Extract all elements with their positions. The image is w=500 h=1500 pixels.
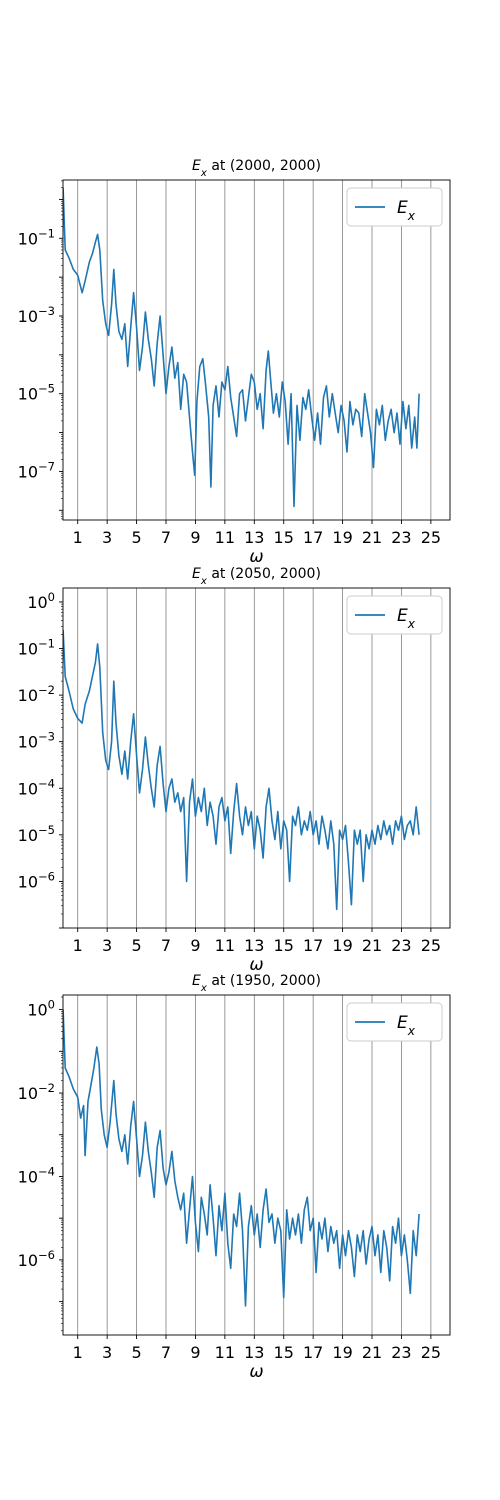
x-tick-label: 25 <box>421 936 441 955</box>
legend-box <box>346 595 443 635</box>
x-axis-label: ω <box>249 955 263 975</box>
x-tick-label: 7 <box>161 528 171 547</box>
x-tick-label: 11 <box>215 936 235 955</box>
x-tick-label: 5 <box>131 1343 141 1362</box>
x-tick-label: 17 <box>303 936 323 955</box>
x-tick-label: 1 <box>73 528 83 547</box>
x-tick-label: 21 <box>362 1343 382 1362</box>
y-tick-label: 10−3 <box>18 730 55 752</box>
series-line-ex <box>63 629 420 911</box>
x-axis-label: ω <box>249 547 263 567</box>
x-tick-label: 23 <box>391 1343 411 1362</box>
y-tick-label: 10−1 <box>18 226 55 248</box>
x-tick-label: 17 <box>303 528 323 547</box>
series-line-ex <box>63 187 420 508</box>
x-tick-label: 7 <box>161 936 171 955</box>
y-tick-label: 10−5 <box>18 382 55 404</box>
x-tick-label: 23 <box>391 528 411 547</box>
legend-box <box>346 187 443 227</box>
x-tick-label: 11 <box>215 1343 235 1362</box>
legend-label: Ex <box>397 1013 416 1038</box>
x-tick-label: 19 <box>332 1343 352 1362</box>
x-tick-label: 13 <box>244 1343 264 1362</box>
legend: Ex <box>346 1002 443 1042</box>
y-tick-label: 10−4 <box>18 776 55 798</box>
x-tick-label: 3 <box>102 1343 112 1362</box>
x-tick-label: 13 <box>244 936 264 955</box>
y-tick-label: 100 <box>27 998 55 1020</box>
x-tick-label: 1 <box>73 1343 83 1362</box>
x-tick-label: 9 <box>190 936 200 955</box>
y-tick-label: 10−2 <box>18 683 55 705</box>
x-tick-label: 17 <box>303 1343 323 1362</box>
y-tick-label: 10−3 <box>18 304 55 326</box>
y-tick-label: 10−7 <box>18 459 55 481</box>
legend: Ex <box>346 595 443 635</box>
x-tick-label: 5 <box>131 936 141 955</box>
x-tick-label: 19 <box>332 936 352 955</box>
x-axis-label: ω <box>249 1362 263 1382</box>
axes-frame <box>62 179 451 521</box>
axes-frame <box>62 587 451 929</box>
legend: Ex <box>346 187 443 227</box>
y-tick-label: 10−6 <box>18 869 55 891</box>
y-tick-label: 10−2 <box>18 1081 55 1103</box>
y-tick-label: 10−6 <box>18 1248 55 1270</box>
x-tick-label: 13 <box>244 528 264 547</box>
chart-panel-1: 1 3 5 7 9 11 13 15 17 19 21 23 2510−710−510−310−1Ex … <box>18 158 451 567</box>
legend-label: Ex <box>397 606 416 631</box>
chart-title: Ex at (2000, 2000) <box>192 158 321 179</box>
y-tick-label: 10−1 <box>18 637 55 659</box>
y-tick-label: 10−5 <box>18 823 55 845</box>
x-tick-label: 15 <box>274 1343 294 1362</box>
chart-title: Ex at (1950, 2000) <box>192 973 321 994</box>
x-tick-label: 21 <box>362 528 382 547</box>
x-tick-label: 9 <box>190 1343 200 1362</box>
x-tick-label: 1 <box>73 936 83 955</box>
legend-label: Ex <box>397 198 416 223</box>
x-tick-label: 15 <box>274 528 294 547</box>
x-tick-label: 25 <box>421 528 441 547</box>
y-tick-label: 10−4 <box>18 1164 55 1186</box>
chart-panel-2: 1 3 5 7 9 11 13 15 17 19 21 23 2510−610−510−410−310−… <box>18 566 451 975</box>
x-tick-label: 19 <box>332 528 352 547</box>
x-tick-label: 23 <box>391 936 411 955</box>
panels: 1 3 5 7 9 11 13 15 17 19 21 23 2510−710−510−310−1Ex … <box>18 158 451 1382</box>
x-tick-label: 3 <box>102 528 112 547</box>
axes-frame <box>62 994 451 1336</box>
chart-title: Ex at (2050, 2000) <box>192 566 321 587</box>
x-tick-label: 9 <box>190 528 200 547</box>
y-tick-label: 100 <box>27 590 55 612</box>
legend-box <box>346 1002 443 1042</box>
x-tick-label: 25 <box>421 1343 441 1362</box>
x-tick-label: 15 <box>274 936 294 955</box>
x-tick-label: 11 <box>215 528 235 547</box>
series-line-ex <box>63 1009 420 1307</box>
x-tick-label: 5 <box>131 528 141 547</box>
x-tick-label: 3 <box>102 936 112 955</box>
x-tick-label: 7 <box>161 1343 171 1362</box>
x-tick-label: 21 <box>362 936 382 955</box>
